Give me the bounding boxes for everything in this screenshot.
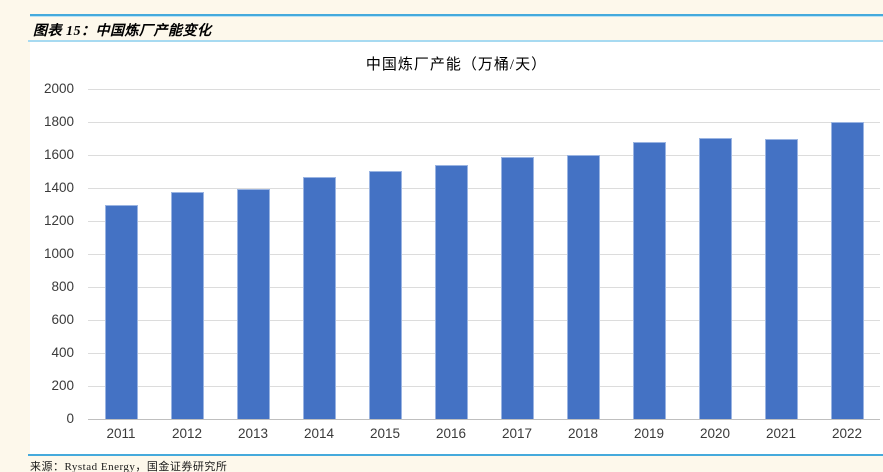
figure-caption: 图表 15：中国炼厂产能变化 <box>33 24 212 39</box>
gridline <box>88 221 880 222</box>
chart-title: 中国炼厂产能（万桶/天） <box>365 57 548 73</box>
bar-2016 <box>434 164 468 419</box>
x-tick-label: 2016 <box>435 426 467 441</box>
bar-2019 <box>632 141 666 419</box>
bar-series <box>88 89 880 419</box>
x-tick-label: 2017 <box>501 426 533 441</box>
source-top-rule <box>28 454 883 456</box>
x-tick-label: 2013 <box>237 426 269 441</box>
x-axis-labels: 2011 2012 2013 2014 2015 2016 2017 2018 2019 2020… <box>88 426 880 441</box>
y-tick-label: 400 <box>51 345 74 360</box>
gridline <box>88 188 880 189</box>
bar-2013 <box>236 188 270 419</box>
bar-2017 <box>500 156 534 419</box>
bar-2022 <box>830 122 864 419</box>
bar-2011 <box>104 204 138 419</box>
gridline <box>88 353 880 354</box>
x-tick-label: 2011 <box>106 426 136 441</box>
gridline <box>88 320 880 321</box>
bar-2014 <box>302 177 336 419</box>
y-tick-label: 2000 <box>43 81 74 96</box>
x-tick-label: 2020 <box>699 426 731 441</box>
x-tick-label: 2018 <box>567 426 599 441</box>
x-tick-label: 2015 <box>369 426 401 441</box>
y-tick-label: 800 <box>51 279 74 294</box>
y-tick-label: 1800 <box>43 114 74 129</box>
y-axis-labels: 0 200 400 600 800 1000 1200 1400 1600 1800 2000 <box>30 81 80 426</box>
x-tick-label: 2019 <box>633 426 665 441</box>
gridline <box>88 386 880 387</box>
x-tick-label: 2014 <box>303 426 335 441</box>
x-axis-line <box>88 419 880 420</box>
bar-2015 <box>368 170 402 419</box>
y-tick-label: 600 <box>51 312 74 327</box>
caption-top-rule <box>30 14 883 16</box>
y-tick-label: 1400 <box>43 180 74 195</box>
gridline <box>88 254 880 255</box>
gridline <box>88 287 880 288</box>
bar-2020 <box>698 137 732 419</box>
y-tick-label: 1200 <box>43 213 74 228</box>
x-tick-label: 2021 <box>765 426 797 441</box>
gridline <box>88 155 880 156</box>
chart-panel: 中国炼厂产能（万桶/天） 0 200 400 600 800 1000 1200 1400 16… <box>30 42 883 454</box>
gridline <box>88 122 880 123</box>
y-tick-label: 1000 <box>43 246 74 261</box>
bar-2012 <box>170 192 204 419</box>
caption-bottom-rule <box>28 40 883 42</box>
y-tick-label: 200 <box>51 378 74 393</box>
gridline <box>88 89 880 90</box>
y-tick-label: 1600 <box>43 147 74 162</box>
bar-2018 <box>566 155 600 419</box>
x-tick-label: 2012 <box>171 426 203 441</box>
y-tick-label: 0 <box>66 411 74 426</box>
source-note: 来源：Rystad Energy，国金证券研究所 <box>30 461 228 472</box>
x-tick-label: 2022 <box>831 426 863 441</box>
bar-2021 <box>764 138 798 419</box>
plot-area <box>88 89 880 420</box>
